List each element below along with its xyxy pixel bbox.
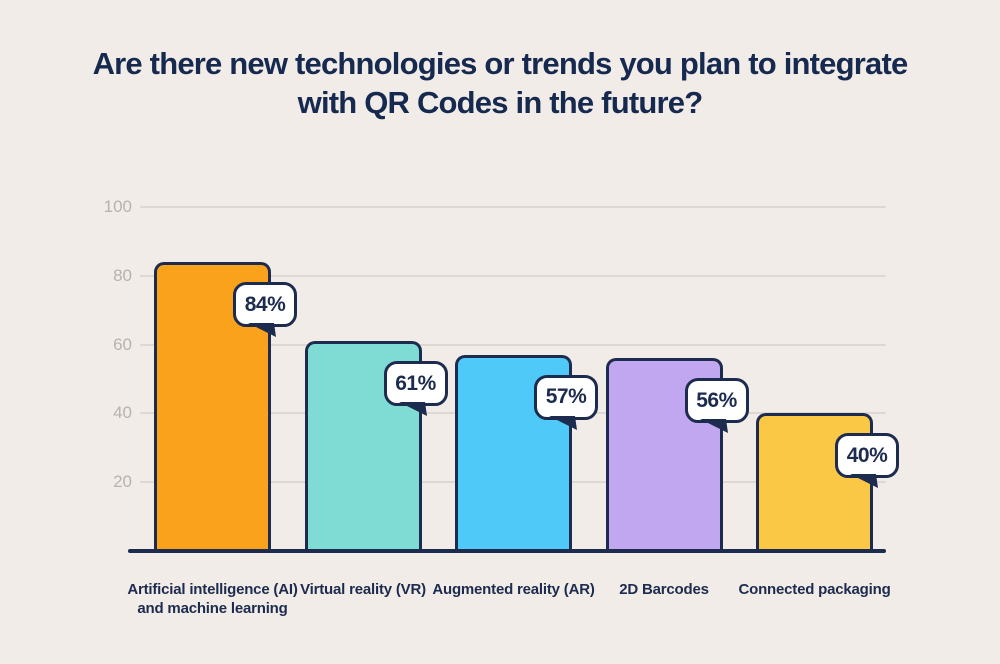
y-axis-tick-label: 60	[113, 334, 132, 354]
value-badge: 56%	[684, 378, 749, 434]
value-badge: 40%	[835, 433, 899, 489]
y-axis-tick-label: 100	[103, 197, 132, 216]
badge-tail-icon	[248, 323, 276, 338]
y-axis-tick-label: 40	[113, 403, 132, 423]
category-label: Connected packaging	[738, 581, 891, 598]
category-label: 2D Barcodes	[619, 581, 709, 598]
badge-tail-icon	[398, 402, 427, 417]
badge-tail-icon	[549, 415, 577, 430]
x-axis-line	[128, 549, 886, 553]
bar-2	[304, 341, 422, 551]
badge-tail-icon	[850, 474, 878, 489]
value-badge-label: 61%	[395, 371, 436, 395]
value-badge-label: 57%	[545, 385, 587, 409]
value-badge-label: 84%	[244, 292, 286, 316]
gridline-100	[140, 206, 886, 208]
chart-title: Are there new technologies or trends you…	[0, 44, 1000, 122]
y-axis-tick-label: 80	[113, 265, 132, 285]
value-badge: 84%	[233, 282, 297, 338]
y-axis-tick-label: 20	[113, 472, 132, 492]
chart-title-line2: with QR Codes in the future?	[297, 85, 704, 120]
category-label: Artificial intelligence (AI) and machine…	[127, 581, 298, 617]
value-badge-label: 40%	[846, 443, 888, 467]
category-label: Augmented reality (AR)	[432, 581, 595, 598]
chart-title-line1: Are there new technologies or trends you…	[92, 46, 909, 81]
gridline-60	[140, 343, 886, 346]
category-label: Virtual reality (VR)	[300, 581, 426, 598]
gridline-80	[140, 274, 886, 277]
badge-tail-icon	[699, 419, 728, 434]
value-badge-label: 56%	[696, 388, 737, 412]
value-badge: 57%	[534, 374, 598, 430]
value-badge: 61%	[383, 361, 448, 417]
